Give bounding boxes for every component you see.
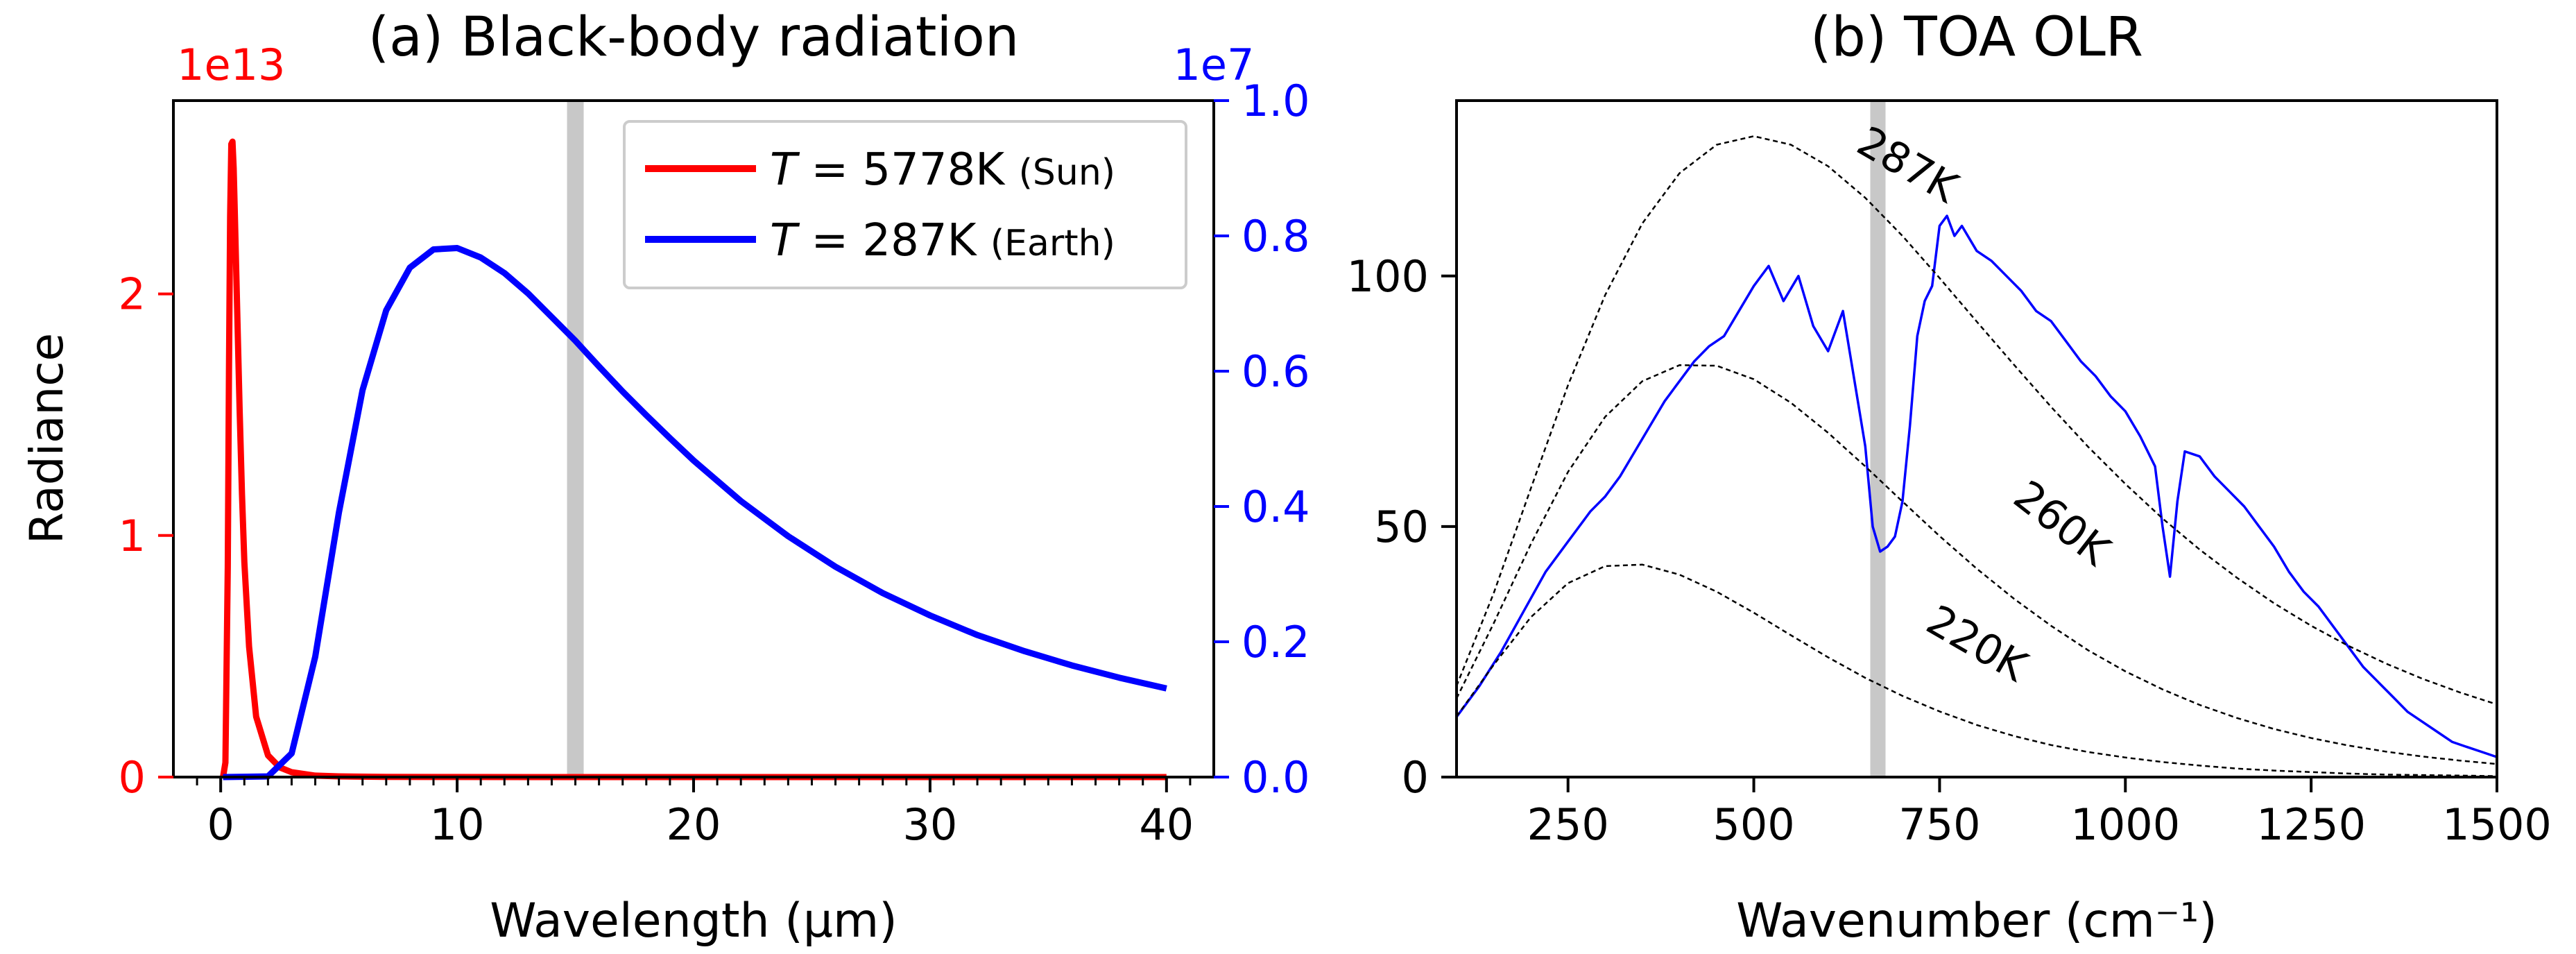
y-right-tick-label: 0.4 — [1242, 482, 1310, 532]
legend-earth-label: T = 287K (Earth) — [770, 215, 1115, 266]
y-left-tick-label: 0 — [119, 752, 146, 803]
y-right-tick-label: 0.0 — [1242, 752, 1310, 803]
y-tick-label: 100 — [1347, 251, 1429, 302]
y-right-tick-label: 1.0 — [1242, 76, 1310, 126]
x-tick-label: 10 — [430, 799, 485, 850]
x-tick-label: 0 — [207, 799, 234, 850]
x-tick-label: 30 — [902, 799, 957, 850]
x-tick-label: 250 — [1527, 799, 1609, 850]
panel-b-title: (b) TOA OLR — [1810, 6, 2143, 69]
panel-a-xlabel: Wavelength (μm) — [490, 894, 898, 948]
x-tick-label: 1500 — [2442, 799, 2552, 850]
y-right-tick-label: 0.6 — [1242, 346, 1310, 397]
x-tick-label: 750 — [1898, 799, 1980, 850]
y-tick-label: 0 — [1402, 752, 1429, 803]
x-tick-label: 500 — [1712, 799, 1794, 850]
series-line-earth — [223, 245, 1167, 781]
blackbody-curve-260k — [1455, 364, 2498, 765]
x-tick-label: 1250 — [2256, 799, 2366, 850]
panel-a-ylabel: Radiance — [20, 333, 74, 544]
panel-a-legend: T = 5778K (Sun) T = 287K (Earth) — [623, 120, 1187, 289]
panel-a-highlight-band — [567, 101, 584, 777]
panel-b-highlight-band — [1870, 101, 1886, 777]
panel-a-black-body: 0 10 20 30 40 0 1 2 0.0 0.2 0.4 0.6 0.8 1.0 (a) Black… — [20, 6, 1310, 948]
y-tick-label: 50 — [1374, 502, 1429, 552]
y-right-tick-label: 0.2 — [1242, 617, 1310, 667]
panel-a-right-multiplier: 1e7 — [1173, 40, 1254, 90]
y-left-tick-label: 1 — [119, 511, 146, 561]
panel-a-title: (a) Black-body radiation — [368, 6, 1020, 69]
y-right-tick-label: 0.8 — [1242, 211, 1310, 262]
y-left-tick-label: 2 — [119, 269, 146, 320]
legend-box — [623, 120, 1187, 289]
panel-b-frame — [1455, 99, 2498, 778]
olr-spectrum-line — [1455, 214, 2498, 758]
x-tick-label: 1000 — [2070, 799, 2180, 850]
panel-b-xlabel: Wavenumber (cm⁻¹) — [1736, 894, 2217, 948]
x-tick-label: 40 — [1139, 799, 1194, 850]
blackbody-curve-220k — [1455, 563, 2498, 777]
legend-sun-label: T = 5778K (Sun) — [770, 144, 1115, 196]
x-tick-label: 20 — [667, 799, 721, 850]
panel-a-left-multiplier: 1e13 — [177, 40, 285, 90]
blackbody-curve-287k — [1455, 135, 2498, 706]
